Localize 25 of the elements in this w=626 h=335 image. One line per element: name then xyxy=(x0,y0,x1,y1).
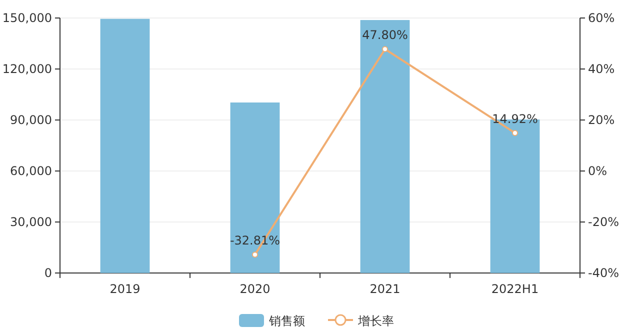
point xyxy=(382,46,388,52)
y-tick-label: 60,000 xyxy=(10,164,52,178)
y-tick-label: 120,000 xyxy=(2,62,52,76)
y2-tick-label: 20% xyxy=(588,113,615,127)
y-tick-label: 0 xyxy=(44,266,52,280)
y-tick-label: 150,000 xyxy=(2,11,52,25)
y2-tick-label: 0% xyxy=(588,164,608,178)
y2-tick-label: -40% xyxy=(588,266,620,280)
bar xyxy=(230,102,280,273)
bar xyxy=(100,18,150,273)
x-tick-label: 2022H1 xyxy=(491,282,539,296)
data-label: 47.80% xyxy=(362,28,408,42)
y2-tick-label: -20% xyxy=(588,215,620,229)
x-tick-label: 2020 xyxy=(240,282,270,296)
y2-tick-label: 40% xyxy=(588,62,615,76)
legend-label: 增长率 xyxy=(357,314,394,328)
y2-tick-label: 60% xyxy=(588,11,615,25)
y-tick-label: 30,000 xyxy=(10,215,52,229)
bar xyxy=(360,20,410,273)
y-tick-label: 90,000 xyxy=(10,113,52,127)
x-tick-label: 2021 xyxy=(370,282,400,296)
x-tick-label: 2019 xyxy=(110,282,140,296)
legend-label: 销售额 xyxy=(268,314,305,328)
point xyxy=(252,252,258,258)
point xyxy=(512,130,518,136)
